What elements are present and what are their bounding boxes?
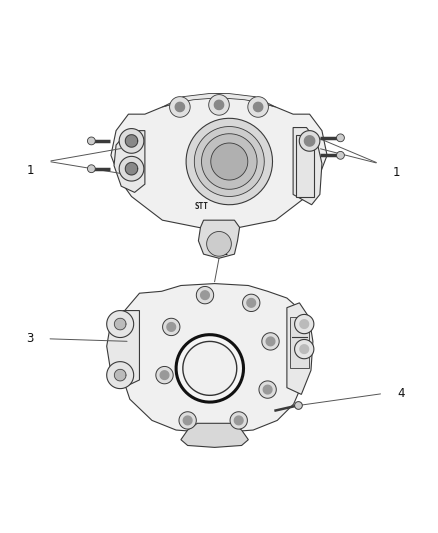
Polygon shape — [198, 220, 240, 259]
Polygon shape — [214, 100, 224, 109]
Polygon shape — [201, 291, 209, 300]
Polygon shape — [107, 311, 134, 337]
Polygon shape — [299, 131, 320, 151]
Polygon shape — [176, 335, 244, 402]
Polygon shape — [304, 136, 315, 146]
Polygon shape — [247, 298, 256, 307]
Text: STT: STT — [194, 203, 208, 211]
Polygon shape — [243, 294, 260, 311]
Polygon shape — [125, 135, 138, 147]
Polygon shape — [88, 137, 95, 145]
Polygon shape — [107, 311, 139, 387]
Polygon shape — [300, 320, 308, 328]
Polygon shape — [175, 102, 184, 111]
Polygon shape — [295, 340, 314, 359]
Polygon shape — [336, 134, 344, 142]
Polygon shape — [295, 314, 314, 334]
Polygon shape — [336, 151, 344, 159]
Polygon shape — [211, 143, 248, 180]
Polygon shape — [194, 126, 264, 197]
Polygon shape — [209, 95, 230, 115]
Text: 3: 3 — [26, 332, 33, 345]
Polygon shape — [114, 131, 145, 192]
Polygon shape — [230, 412, 247, 429]
Polygon shape — [196, 286, 214, 304]
Polygon shape — [262, 333, 279, 350]
Polygon shape — [162, 94, 276, 107]
Polygon shape — [162, 318, 180, 336]
Polygon shape — [300, 345, 308, 353]
Polygon shape — [186, 118, 272, 205]
Polygon shape — [295, 402, 302, 409]
Polygon shape — [293, 127, 322, 205]
Polygon shape — [234, 416, 243, 425]
Polygon shape — [290, 317, 309, 368]
Polygon shape — [201, 134, 257, 189]
Polygon shape — [111, 94, 327, 230]
Polygon shape — [119, 128, 144, 154]
Polygon shape — [184, 416, 192, 425]
Polygon shape — [119, 156, 144, 181]
Polygon shape — [125, 163, 138, 175]
Polygon shape — [118, 284, 311, 433]
Polygon shape — [156, 367, 173, 384]
Polygon shape — [170, 96, 190, 117]
Text: 1: 1 — [392, 166, 400, 179]
Polygon shape — [263, 385, 272, 394]
Polygon shape — [167, 322, 176, 332]
Polygon shape — [160, 371, 169, 379]
Polygon shape — [296, 135, 314, 197]
Polygon shape — [179, 412, 196, 429]
Polygon shape — [88, 165, 95, 173]
Polygon shape — [181, 423, 248, 447]
Polygon shape — [114, 369, 126, 381]
Polygon shape — [248, 96, 268, 117]
Polygon shape — [107, 361, 134, 389]
Polygon shape — [287, 303, 313, 394]
Polygon shape — [266, 337, 275, 346]
Text: 4: 4 — [397, 387, 405, 400]
Polygon shape — [254, 102, 263, 111]
Polygon shape — [259, 381, 276, 398]
Polygon shape — [114, 318, 126, 330]
Text: 2: 2 — [219, 245, 227, 257]
Polygon shape — [183, 342, 237, 395]
Polygon shape — [207, 231, 231, 256]
Text: 1: 1 — [27, 164, 35, 176]
